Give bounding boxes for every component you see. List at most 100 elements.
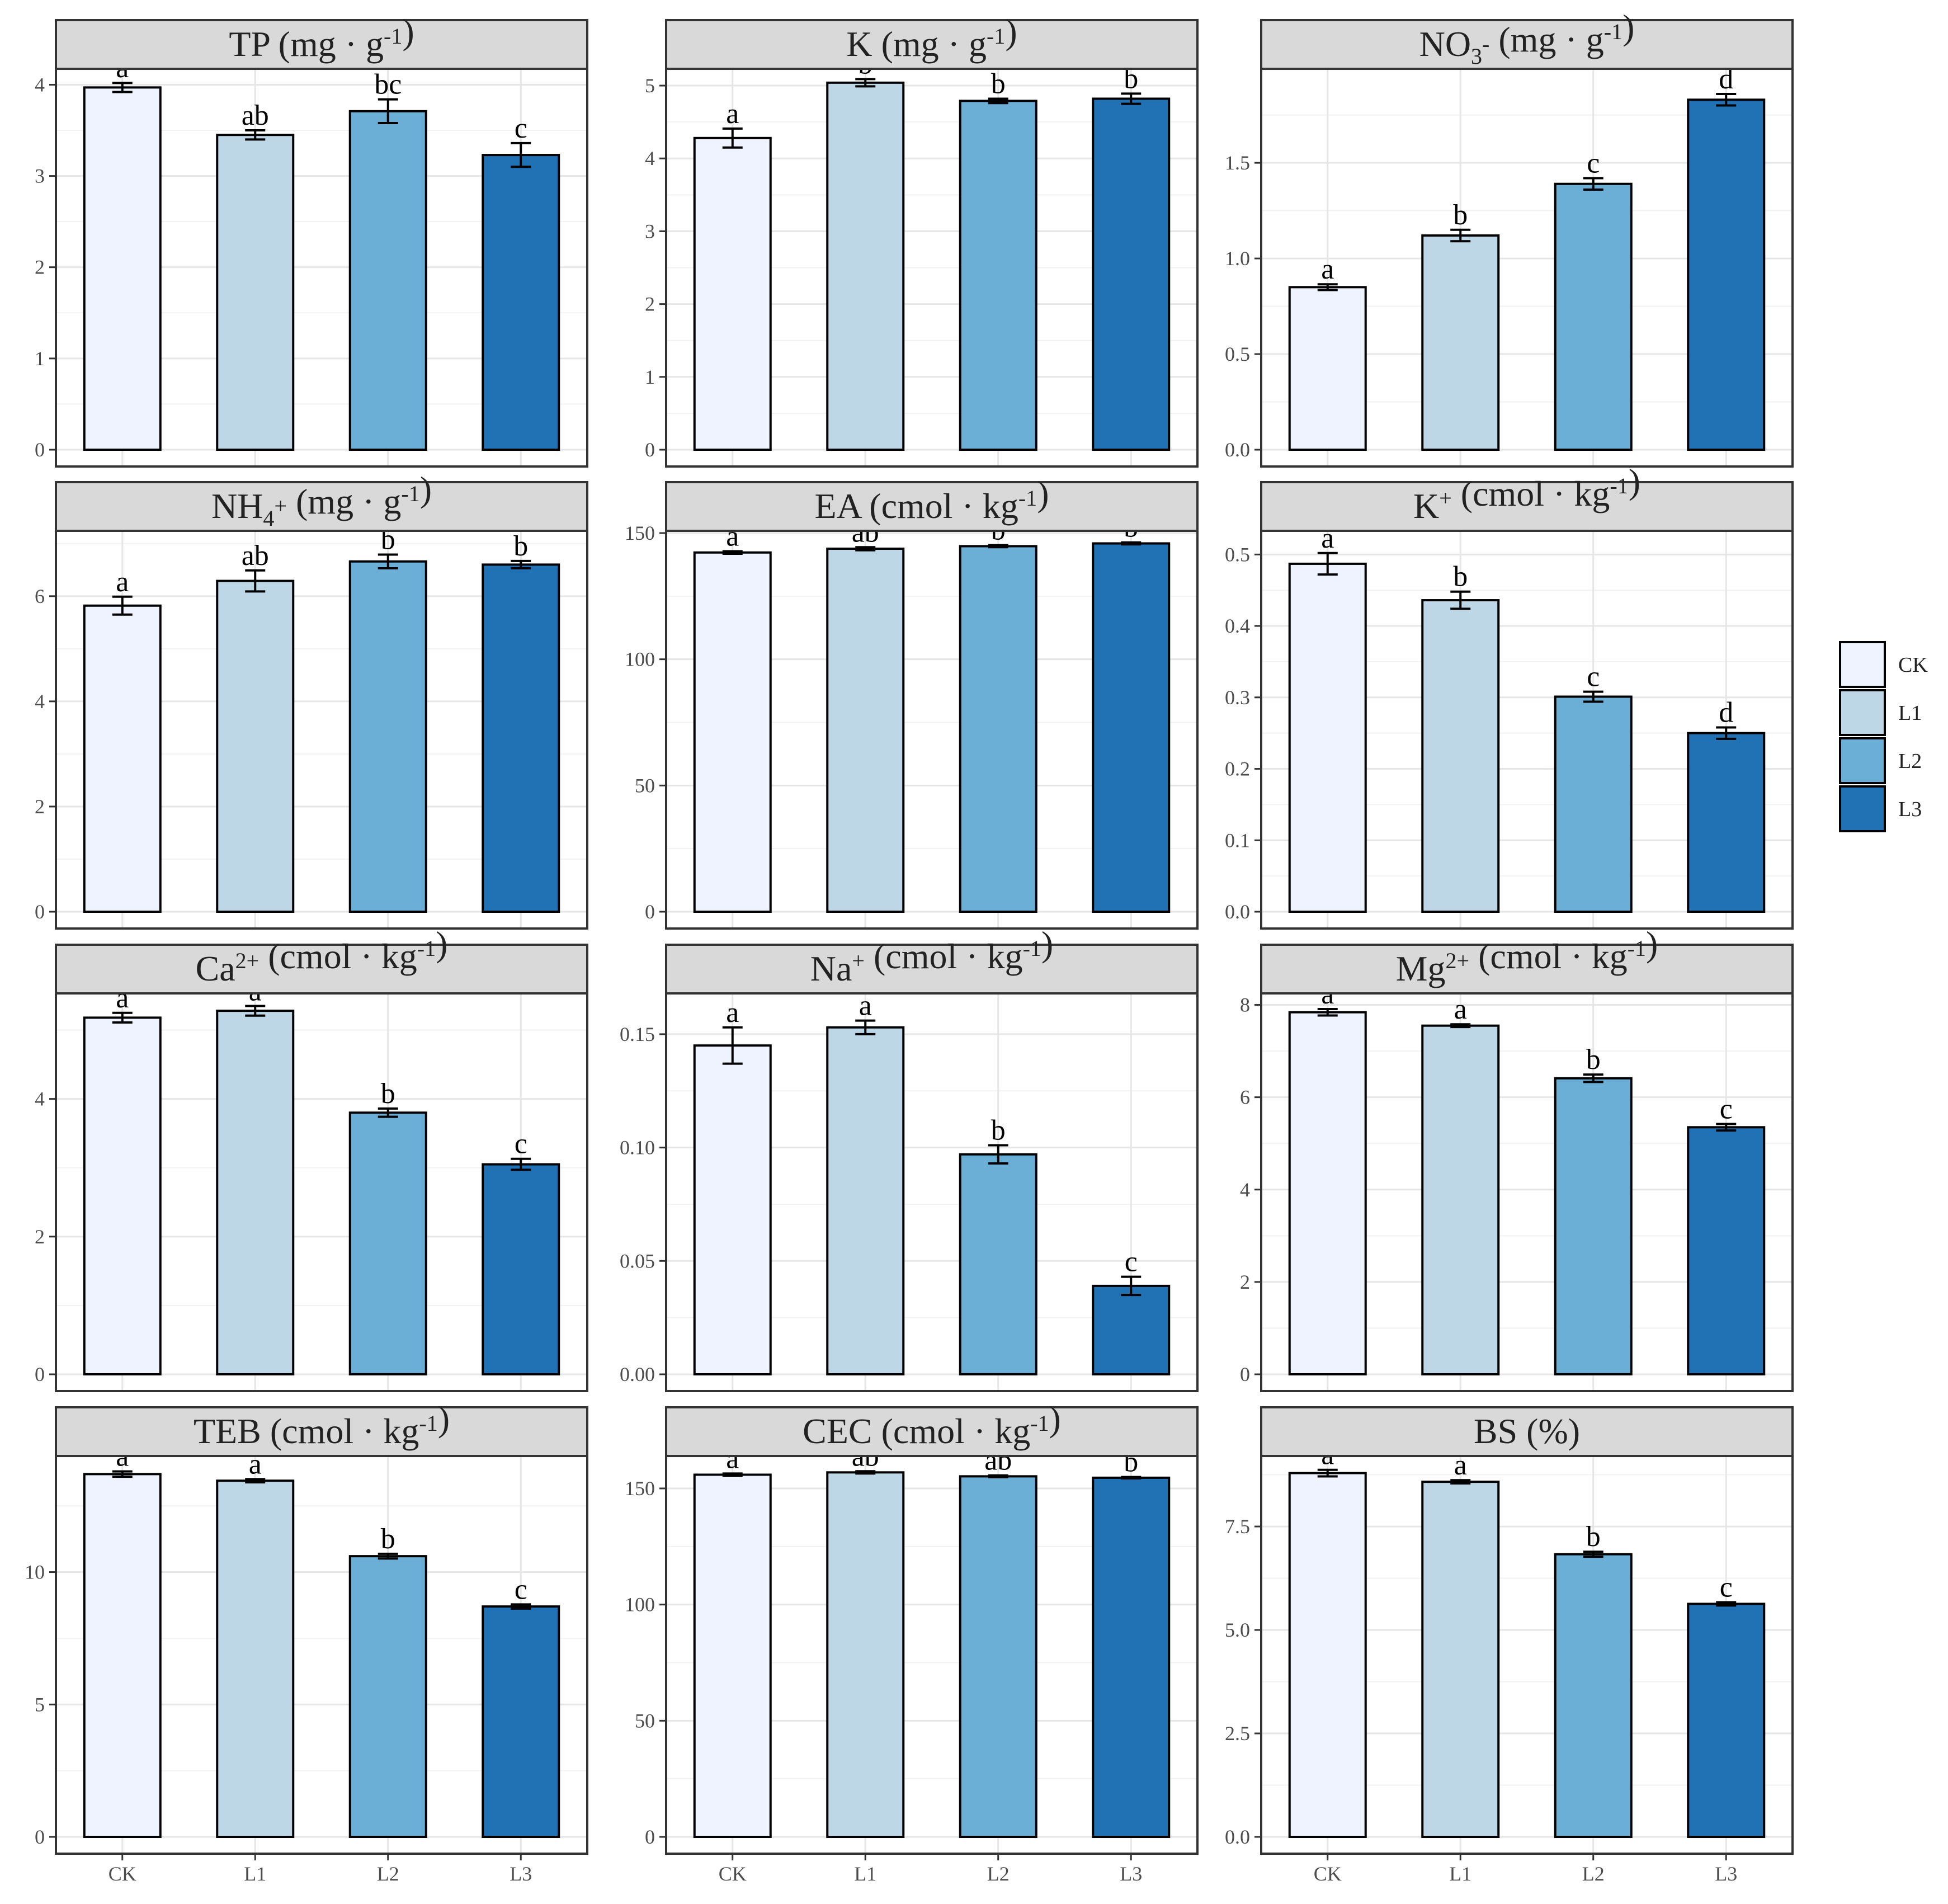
significance-label: b — [381, 1078, 395, 1110]
y-tick-label: 2 — [35, 256, 45, 279]
title-superscript: -1 — [1610, 473, 1628, 498]
facet-strip-title: EA (cmol · kg-1) — [814, 474, 1049, 526]
x-tick-label: CK — [1314, 1863, 1342, 1885]
y-tick-label: 8 — [1240, 994, 1250, 1016]
bar-l2 — [348, 110, 427, 451]
title-text: Ca — [196, 949, 235, 988]
y-tick-label: 0 — [1240, 1363, 1250, 1385]
bar-l1 — [826, 1471, 905, 1839]
y-tick-label: 2 — [35, 795, 45, 818]
y-tick-label: 1 — [35, 347, 45, 370]
title-superscript: -1 — [1030, 1411, 1049, 1436]
bar-l3 — [1687, 1126, 1766, 1376]
facet-strip — [1260, 944, 1794, 995]
y-tick-label: 0.0 — [1225, 1826, 1250, 1848]
title-text: ) — [438, 1399, 450, 1439]
facet-strip — [1260, 19, 1794, 70]
panel-cec: 050100150aCKabL1abL2bL3CEC (cmol · kg-1) — [625, 1399, 1199, 1885]
significance-label: a — [859, 990, 872, 1022]
facet-strip — [55, 481, 588, 532]
significance-label: bc — [374, 69, 402, 101]
facet-strip-title: Ca2+ (cmol · kg-1) — [196, 924, 448, 988]
x-tick-label: L2 — [987, 1863, 1010, 1885]
y-tick-label: 150 — [625, 522, 655, 544]
y-tick-label: 3 — [645, 220, 655, 242]
bar-l2 — [959, 1475, 1037, 1838]
title-text: ) — [420, 469, 432, 509]
panel-ca: 024aabcCa2+ (cmol · kg-1) — [35, 924, 588, 1392]
title-text: Mg — [1396, 949, 1446, 988]
bar-l3 — [1687, 1603, 1766, 1839]
y-tick-label: 50 — [635, 774, 655, 797]
bar-l2 — [1554, 1553, 1633, 1838]
title-text: ) — [1037, 474, 1049, 513]
significance-label: c — [1720, 1094, 1733, 1125]
bar-l2 — [959, 1153, 1037, 1375]
y-tick-label: 0 — [35, 1363, 45, 1385]
panels: 01234aabbccTP (mg · g-1)012345abbbK (mg … — [25, 7, 1794, 1885]
y-tick-label: 0 — [645, 1826, 655, 1848]
y-tick-label: 0.4 — [1225, 615, 1250, 637]
y-tick-label: 5.0 — [1225, 1619, 1250, 1641]
facet-strip — [665, 481, 1199, 532]
bar-l3 — [482, 154, 560, 451]
facet-strip-title: Na+ (cmol · kg-1) — [810, 924, 1053, 988]
y-tick-label: 0 — [35, 1826, 45, 1848]
bar-l3 — [1687, 98, 1766, 451]
y-tick-label: 1.0 — [1225, 247, 1250, 270]
significance-label: b — [991, 68, 1006, 100]
x-tick-label: L2 — [377, 1863, 399, 1885]
significance-label: b — [1586, 1044, 1601, 1076]
legend-key-l3 — [1839, 785, 1886, 832]
x-tick-label: CK — [719, 1863, 747, 1885]
y-tick-label: 1.5 — [1225, 152, 1250, 174]
title-text: (cmol · kg — [259, 936, 417, 976]
legend: CK L1 L2 L3 — [1839, 641, 1928, 832]
title-text: K (mg · g — [846, 24, 987, 64]
y-tick-label: 4 — [35, 690, 45, 713]
bar-l1 — [1421, 1024, 1500, 1376]
bar-ck — [1288, 562, 1367, 913]
y-tick-label: 0 — [35, 439, 45, 461]
bar-l1 — [216, 579, 295, 913]
title-text: (cmol · kg — [865, 936, 1023, 976]
title-text: ) — [436, 924, 447, 964]
significance-label: c — [1720, 1571, 1733, 1603]
title-text: NO — [1419, 24, 1471, 64]
bar-ck — [1288, 1011, 1367, 1375]
y-tick-label: 4 — [35, 73, 45, 96]
facet-strip-title: K+ (cmol · kg-1) — [1413, 461, 1640, 526]
bar-ck — [1288, 286, 1367, 451]
title-superscript: -1 — [384, 23, 402, 49]
y-tick-label: 150 — [625, 1477, 655, 1500]
facet-strip — [55, 1406, 588, 1457]
y-tick-label: 0.05 — [620, 1250, 655, 1272]
y-tick-label: 0.0 — [1225, 901, 1250, 923]
bar-l3 — [1687, 732, 1766, 913]
title-superscript: -1 — [1628, 936, 1646, 961]
title-superscript: - — [1482, 31, 1489, 56]
title-text: TP (mg · g — [229, 24, 384, 64]
bar-l3 — [482, 563, 560, 913]
y-tick-label: 50 — [635, 1709, 655, 1732]
legend-key-l2 — [1839, 737, 1886, 784]
panel-k: 012345abbbK (mg · g-1) — [645, 12, 1199, 468]
x-tick-label: L3 — [510, 1863, 532, 1885]
y-tick-label: 6 — [1240, 1086, 1250, 1109]
x-tick-label: L3 — [1715, 1863, 1737, 1885]
y-tick-label: 0.00 — [620, 1363, 655, 1385]
facet-strip — [665, 1406, 1199, 1457]
legend-label-l2: L2 — [1898, 750, 1922, 773]
y-tick-label: 0.15 — [620, 1023, 655, 1045]
legend-label-ck: CK — [1898, 653, 1928, 677]
facet-strip — [55, 19, 588, 70]
bar-l1 — [216, 1479, 295, 1838]
x-tick-label: L2 — [1582, 1863, 1605, 1885]
significance-label: c — [515, 1128, 527, 1160]
y-tick-label: 4 — [35, 1088, 45, 1110]
significance-label: a — [726, 997, 739, 1029]
bar-l2 — [348, 560, 427, 913]
